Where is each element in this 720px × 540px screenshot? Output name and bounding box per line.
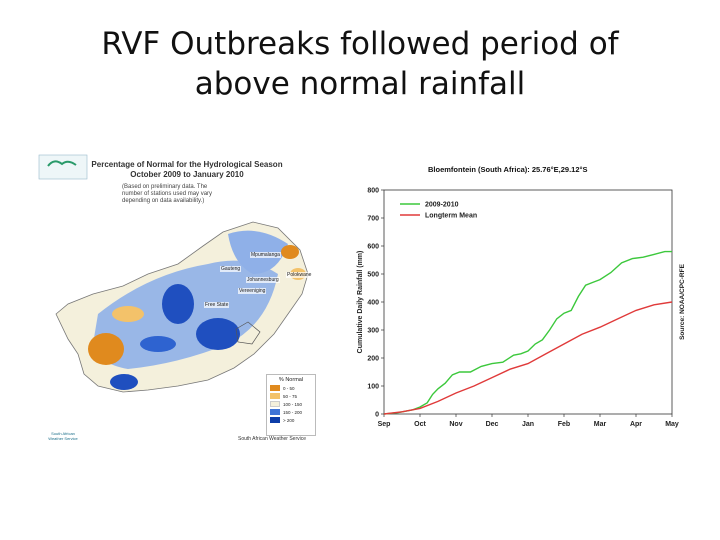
legend-item: 50 - 75 [267, 392, 315, 400]
series-lines [383, 250, 673, 415]
series-line-2009-2010 [383, 250, 672, 415]
chart-title: Bloemfontein (South Africa): 25.76°E,29.… [428, 165, 588, 174]
place-label: Free State [204, 302, 230, 308]
map-region-very-wet-2 [196, 318, 240, 350]
legend-label: 100 - 150 [283, 401, 303, 407]
y-tick-label: 0 [375, 412, 379, 419]
map-note: (Based on preliminary data. The number o… [122, 184, 232, 205]
place-label: Polokwane [286, 272, 313, 278]
map-region-very-wet-4 [140, 336, 176, 352]
logo-text: South African Weather Service [40, 431, 86, 441]
legend-item: 150 - 200 [267, 408, 315, 416]
place-label: Vereeniging [238, 288, 267, 294]
chart-legend: 2009-2010 Longterm Mean [400, 202, 477, 220]
logo-line-2: Weather Service [48, 435, 78, 441]
logo-line-1: South African [51, 431, 75, 436]
legend-item: 0 - 50 [267, 384, 315, 392]
y-tick-label: 600 [367, 244, 379, 251]
y-axis-label: Cumulative Daily Rainfall (mm) [357, 251, 364, 354]
y-tick-label: 300 [367, 328, 379, 335]
x-tick-label: Oct [414, 421, 426, 428]
map-credit: South African Weather Service [238, 436, 306, 442]
place-label: Mpumalanga [250, 252, 281, 258]
map-region-very-wet-1 [162, 284, 194, 324]
plot-frame [383, 189, 673, 415]
rainfall-chart: 0 100 200 300 400 500 600 700 800 Sep Oct Nov Dec Ja… [357, 188, 686, 429]
legend-swatch [270, 401, 280, 407]
y-tick-label: 500 [367, 272, 379, 279]
map-title-line-2: October 2009 to January 2010 [130, 170, 244, 179]
map-region-dry-1 [88, 333, 124, 365]
x-tick-label: Dec [486, 421, 499, 428]
map-title-line-1: Percentage of Normal for the Hydrologica… [91, 160, 283, 169]
legend-label: 0 - 50 [283, 385, 295, 391]
legend-title: % Normal [278, 377, 304, 383]
legend-swatch [270, 409, 280, 415]
lesotho-outline [235, 321, 261, 345]
legend-label: > 200 [283, 417, 295, 423]
legend-swatch [270, 417, 280, 423]
y-tick-label: 100 [367, 384, 379, 391]
chart-source: Source: NOAA/CPC-RFE [679, 263, 686, 340]
x-tick-label: Mar [594, 421, 607, 428]
south-africa-map [55, 221, 309, 393]
map-region-dry-2 [281, 245, 299, 259]
x-tick-label: Jan [522, 421, 534, 428]
weather-service-logo-icon [38, 154, 88, 180]
map-title: Percentage of Normal for the Hydrologica… [72, 160, 302, 180]
legend-swatch [270, 393, 280, 399]
legend-label: 2009-2010 [425, 202, 459, 209]
x-tick-label: May [665, 421, 679, 428]
y-axis-ticks: 0 100 200 300 400 500 600 700 800 [367, 188, 384, 419]
place-label: Gauteng [220, 266, 242, 272]
map-region-very-wet-3 [110, 374, 138, 390]
legend-swatch [270, 385, 280, 391]
x-tick-label: Feb [558, 421, 570, 428]
y-tick-label: 400 [367, 300, 379, 307]
x-tick-label: Sep [378, 421, 391, 428]
map-note-line-1: (Based on preliminary data. The [122, 184, 208, 190]
y-tick-label: 200 [367, 356, 379, 363]
series-line-longterm-mean [383, 301, 673, 415]
legend-label: 50 - 75 [283, 393, 298, 399]
rainfall-map-figure: Percentage of Normal for the Hydrologica… [38, 154, 330, 444]
slide-title-line-2: above normal rainfall [194, 66, 526, 102]
x-tick-label: Apr [630, 421, 642, 428]
y-tick-label: 700 [367, 216, 379, 223]
slide-title-line-1: RVF Outbreaks followed period of [101, 26, 619, 62]
slide-title: RVF Outbreaks followed period of above n… [60, 24, 660, 104]
map-note-line-2: number of stations used may vary [122, 191, 213, 197]
x-tick-label: Nov [449, 421, 462, 428]
legend-label: Longterm Mean [425, 213, 477, 220]
map-region-dry-4 [112, 306, 144, 322]
x-axis-ticks: Sep Oct Nov Dec Jan Feb Mar Apr May [378, 414, 679, 428]
legend-label: 150 - 200 [283, 409, 303, 415]
map-legend: % Normal 0 - 50 50 - 75 100 - 150 150 - … [266, 374, 316, 436]
rainfall-chart-figure: 0 100 200 300 400 500 600 700 800 Sep Oct Nov Dec Ja… [348, 160, 688, 440]
legend-item: 100 - 150 [267, 400, 315, 408]
place-label: Johannesburg [246, 277, 280, 283]
legend-item: > 200 [267, 416, 315, 424]
map-note-line-3: depending on data availability.) [122, 198, 205, 204]
y-tick-label: 800 [367, 188, 379, 195]
